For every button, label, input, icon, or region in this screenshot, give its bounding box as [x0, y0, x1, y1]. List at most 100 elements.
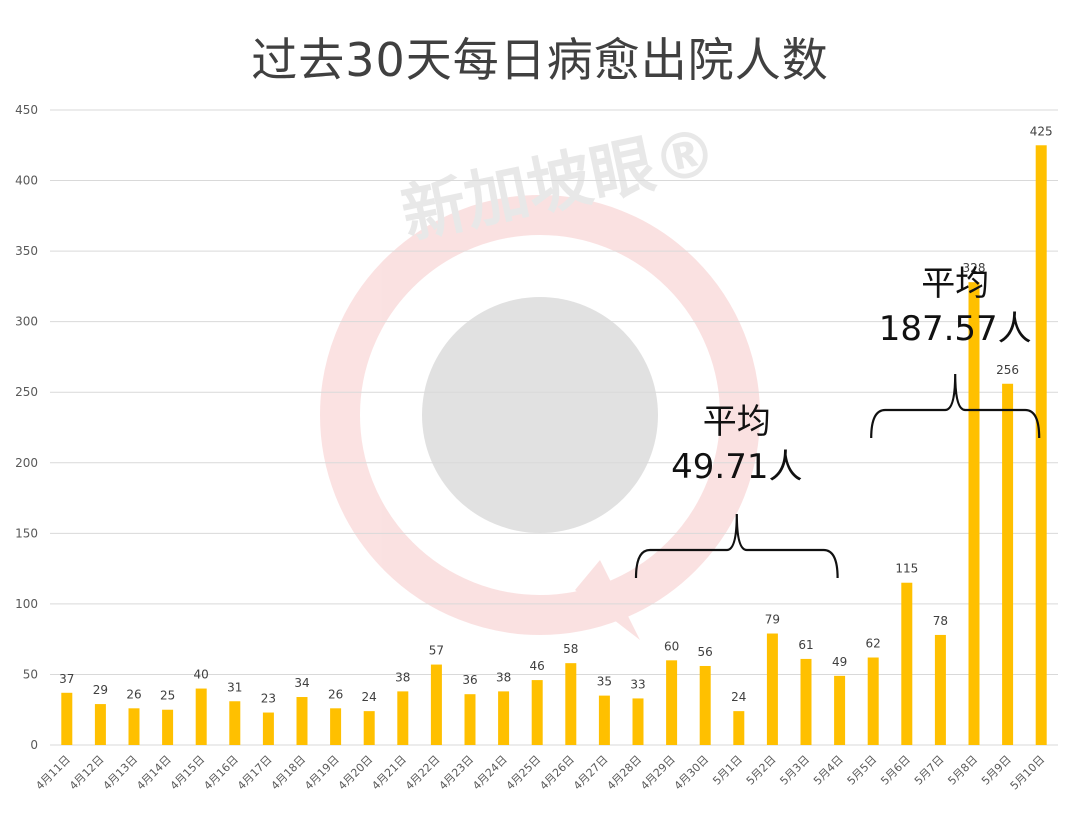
y-tick-label: 200	[15, 456, 38, 470]
bar	[128, 708, 140, 745]
x-tick-label: 4月19日	[302, 753, 342, 793]
data-label: 78	[933, 614, 948, 628]
bar	[733, 711, 745, 745]
bar	[330, 708, 342, 745]
bar	[363, 711, 375, 745]
bar	[834, 675, 846, 745]
data-label: 38	[395, 670, 410, 684]
data-label: 256	[996, 363, 1019, 377]
average-label: 平均	[921, 264, 989, 304]
x-tick-label: 4月24日	[470, 753, 510, 793]
x-tick-label: 4月16日	[201, 753, 241, 793]
data-label: 38	[496, 670, 511, 684]
data-label: 34	[294, 676, 309, 690]
y-tick-label: 50	[23, 667, 38, 681]
data-label: 31	[227, 680, 242, 694]
data-label: 62	[866, 637, 881, 651]
x-tick-label: 4月21日	[369, 753, 409, 793]
bar	[464, 694, 476, 745]
data-label: 79	[765, 613, 780, 627]
average-label: 平均	[703, 402, 771, 442]
y-tick-label: 350	[15, 244, 38, 258]
bar	[229, 701, 241, 745]
bar	[195, 688, 207, 745]
watermark-dot	[422, 297, 658, 533]
y-tick-label: 150	[15, 526, 38, 540]
x-tick-label: 5月3日	[777, 753, 812, 788]
data-label: 37	[59, 672, 74, 686]
data-label: 24	[362, 690, 377, 704]
bar	[397, 691, 409, 745]
bar	[565, 663, 577, 745]
bar	[699, 665, 711, 745]
x-tick-label: 4月13日	[101, 753, 141, 793]
bar	[1002, 383, 1014, 745]
watermark-logo: 新加坡眼®	[320, 115, 760, 640]
bar	[531, 680, 543, 745]
x-tick-label: 4月18日	[269, 753, 309, 793]
x-tick-label: 4月22日	[403, 753, 443, 793]
data-label: 35	[597, 675, 612, 689]
data-label: 58	[563, 642, 578, 656]
bar	[968, 282, 980, 745]
x-tick-label: 4月25日	[504, 753, 544, 793]
x-tick-label: 4月15日	[168, 753, 208, 793]
bar	[632, 698, 644, 745]
x-tick-label: 5月7日	[912, 753, 947, 788]
data-label: 40	[194, 668, 209, 682]
bar	[61, 692, 73, 745]
y-tick-label: 300	[15, 315, 38, 329]
data-label: 60	[664, 639, 679, 653]
x-tick-label: 4月20日	[336, 753, 376, 793]
x-tick-label: 5月4日	[811, 753, 846, 788]
x-tick-label: 4月29日	[638, 753, 678, 793]
data-label: 57	[429, 644, 444, 658]
average-value: 187.57人	[879, 309, 1032, 349]
data-label: 115	[895, 562, 918, 576]
average-brace	[870, 373, 1041, 439]
x-tick-label: 5月1日	[710, 753, 745, 788]
data-label: 49	[832, 655, 847, 669]
x-tick-label: 4月17日	[235, 753, 275, 793]
data-label: 26	[126, 687, 141, 701]
x-tick-label: 4月28日	[605, 753, 645, 793]
data-label: 25	[160, 689, 175, 703]
y-tick-label: 100	[15, 597, 38, 611]
x-tick-label: 5月2日	[744, 753, 779, 788]
watermark-ring	[320, 195, 760, 635]
data-label: 29	[93, 683, 108, 697]
bar	[901, 582, 913, 745]
bar	[1035, 145, 1047, 745]
average-brace	[634, 513, 839, 579]
y-tick-label: 450	[15, 103, 38, 117]
watermark-tail	[575, 560, 640, 640]
x-tick-label: 4月27日	[571, 753, 611, 793]
average-value: 49.71人	[671, 447, 802, 487]
data-label: 36	[462, 673, 477, 687]
data-label: 46	[530, 659, 545, 673]
bar	[766, 633, 778, 745]
y-tick-label: 400	[15, 174, 38, 188]
data-label: 33	[630, 677, 645, 691]
x-tick-label: 4月23日	[437, 753, 477, 793]
bar	[867, 657, 879, 745]
x-tick-label: 5月6日	[878, 753, 913, 788]
data-label: 23	[261, 692, 276, 706]
bar	[430, 664, 442, 745]
x-tick-label: 4月30日	[672, 753, 712, 793]
data-label: 24	[731, 690, 746, 704]
data-label: 56	[698, 645, 713, 659]
bar	[262, 712, 274, 745]
bar	[94, 704, 106, 745]
x-tick-label: 5月5日	[845, 753, 880, 788]
data-label: 425	[1030, 124, 1053, 138]
x-tick-label: 4月12日	[67, 753, 107, 793]
bar	[296, 697, 308, 745]
data-label: 61	[798, 638, 813, 652]
bar	[598, 695, 610, 745]
x-tick-label: 5月8日	[945, 753, 980, 788]
data-label: 328	[963, 261, 986, 275]
x-tick-label: 5月10日	[1008, 753, 1048, 793]
